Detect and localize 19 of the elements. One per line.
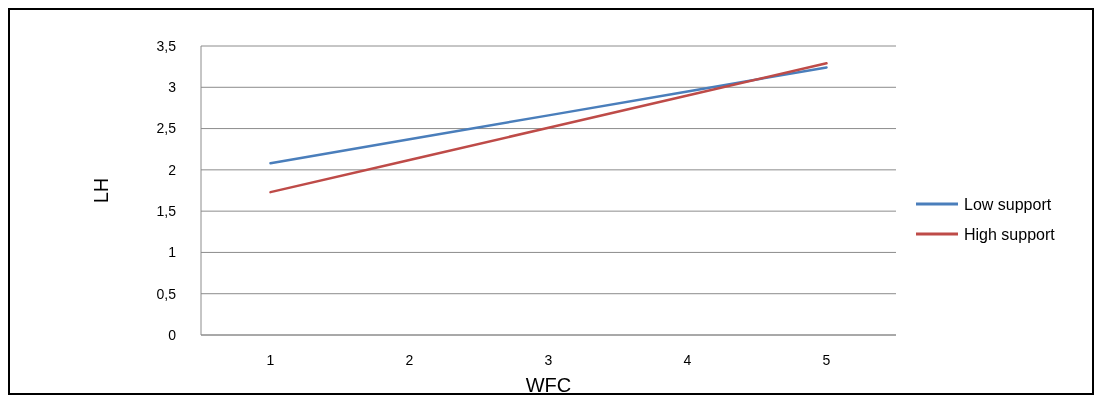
line-series bbox=[269, 62, 828, 194]
y-tick-label: 2,5 bbox=[156, 120, 177, 137]
x-tick-label: 3 bbox=[544, 352, 553, 368]
y-tick-label: 3,5 bbox=[156, 37, 177, 54]
x-tick-label: 2 bbox=[405, 352, 414, 368]
y-tick-label: 0,5 bbox=[156, 285, 177, 302]
y-tick-label: 1,5 bbox=[156, 203, 177, 220]
y-tick-label: 1 bbox=[168, 244, 177, 261]
legend-label: High support bbox=[964, 225, 1056, 243]
legend-label: Low support bbox=[964, 195, 1052, 213]
x-axis-title: WFC bbox=[525, 374, 572, 396]
y-tick-label: 0 bbox=[168, 326, 177, 343]
line-series bbox=[269, 66, 828, 165]
x-tick-label: 5 bbox=[822, 352, 831, 368]
y-tick-label: 3 bbox=[168, 79, 177, 96]
x-tick-label: 4 bbox=[683, 352, 692, 368]
y-axis-title: LH bbox=[90, 177, 112, 204]
x-tick-label: 1 bbox=[266, 352, 275, 368]
y-tick-label: 2 bbox=[168, 161, 177, 178]
